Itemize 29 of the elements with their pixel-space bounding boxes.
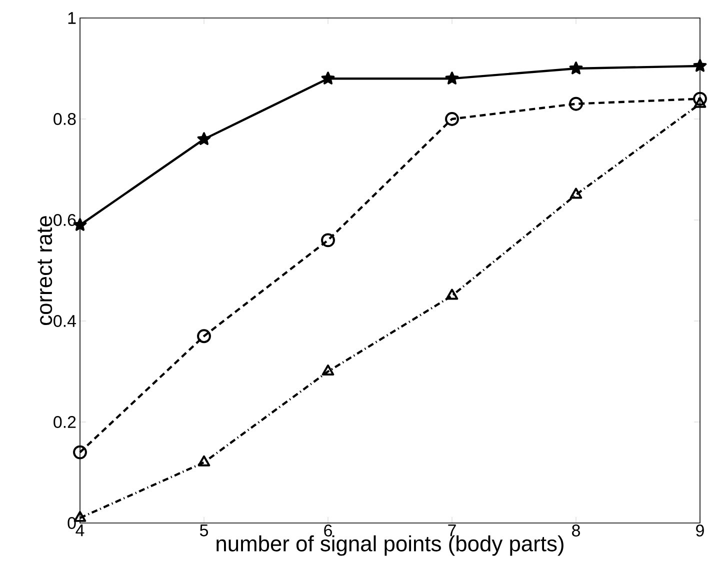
point — [321, 72, 335, 84]
point — [694, 96, 706, 108]
y-tick-label: 0.4 — [54, 315, 76, 327]
point — [569, 62, 583, 74]
point — [570, 188, 582, 199]
x-axis-title: number of signal points (body parts) — [216, 535, 564, 556]
point — [445, 112, 459, 126]
y-tick-label: 0.2 — [54, 416, 76, 428]
point — [198, 455, 210, 466]
point — [321, 233, 335, 248]
x-tick-label: 5 — [200, 524, 208, 536]
y-axis-title: correct rate — [38, 216, 52, 325]
x-tick-label: 6 — [324, 524, 332, 537]
point — [693, 58, 707, 72]
point — [197, 132, 211, 146]
point — [693, 92, 707, 106]
x-tick-label: 9 — [696, 524, 704, 537]
point — [446, 288, 458, 300]
y-tick-label: 0.8 — [54, 113, 76, 125]
point — [569, 96, 583, 111]
point — [445, 72, 459, 84]
x-tick-label: 8 — [572, 524, 580, 537]
y-tick-label: 1 — [68, 12, 76, 24]
point — [197, 329, 211, 344]
y-tick-label: 0.6 — [54, 214, 76, 226]
x-tick-label: 4 — [76, 524, 84, 536]
point — [73, 445, 87, 460]
x-tick-label: 7 — [448, 524, 456, 536]
point — [322, 364, 334, 376]
